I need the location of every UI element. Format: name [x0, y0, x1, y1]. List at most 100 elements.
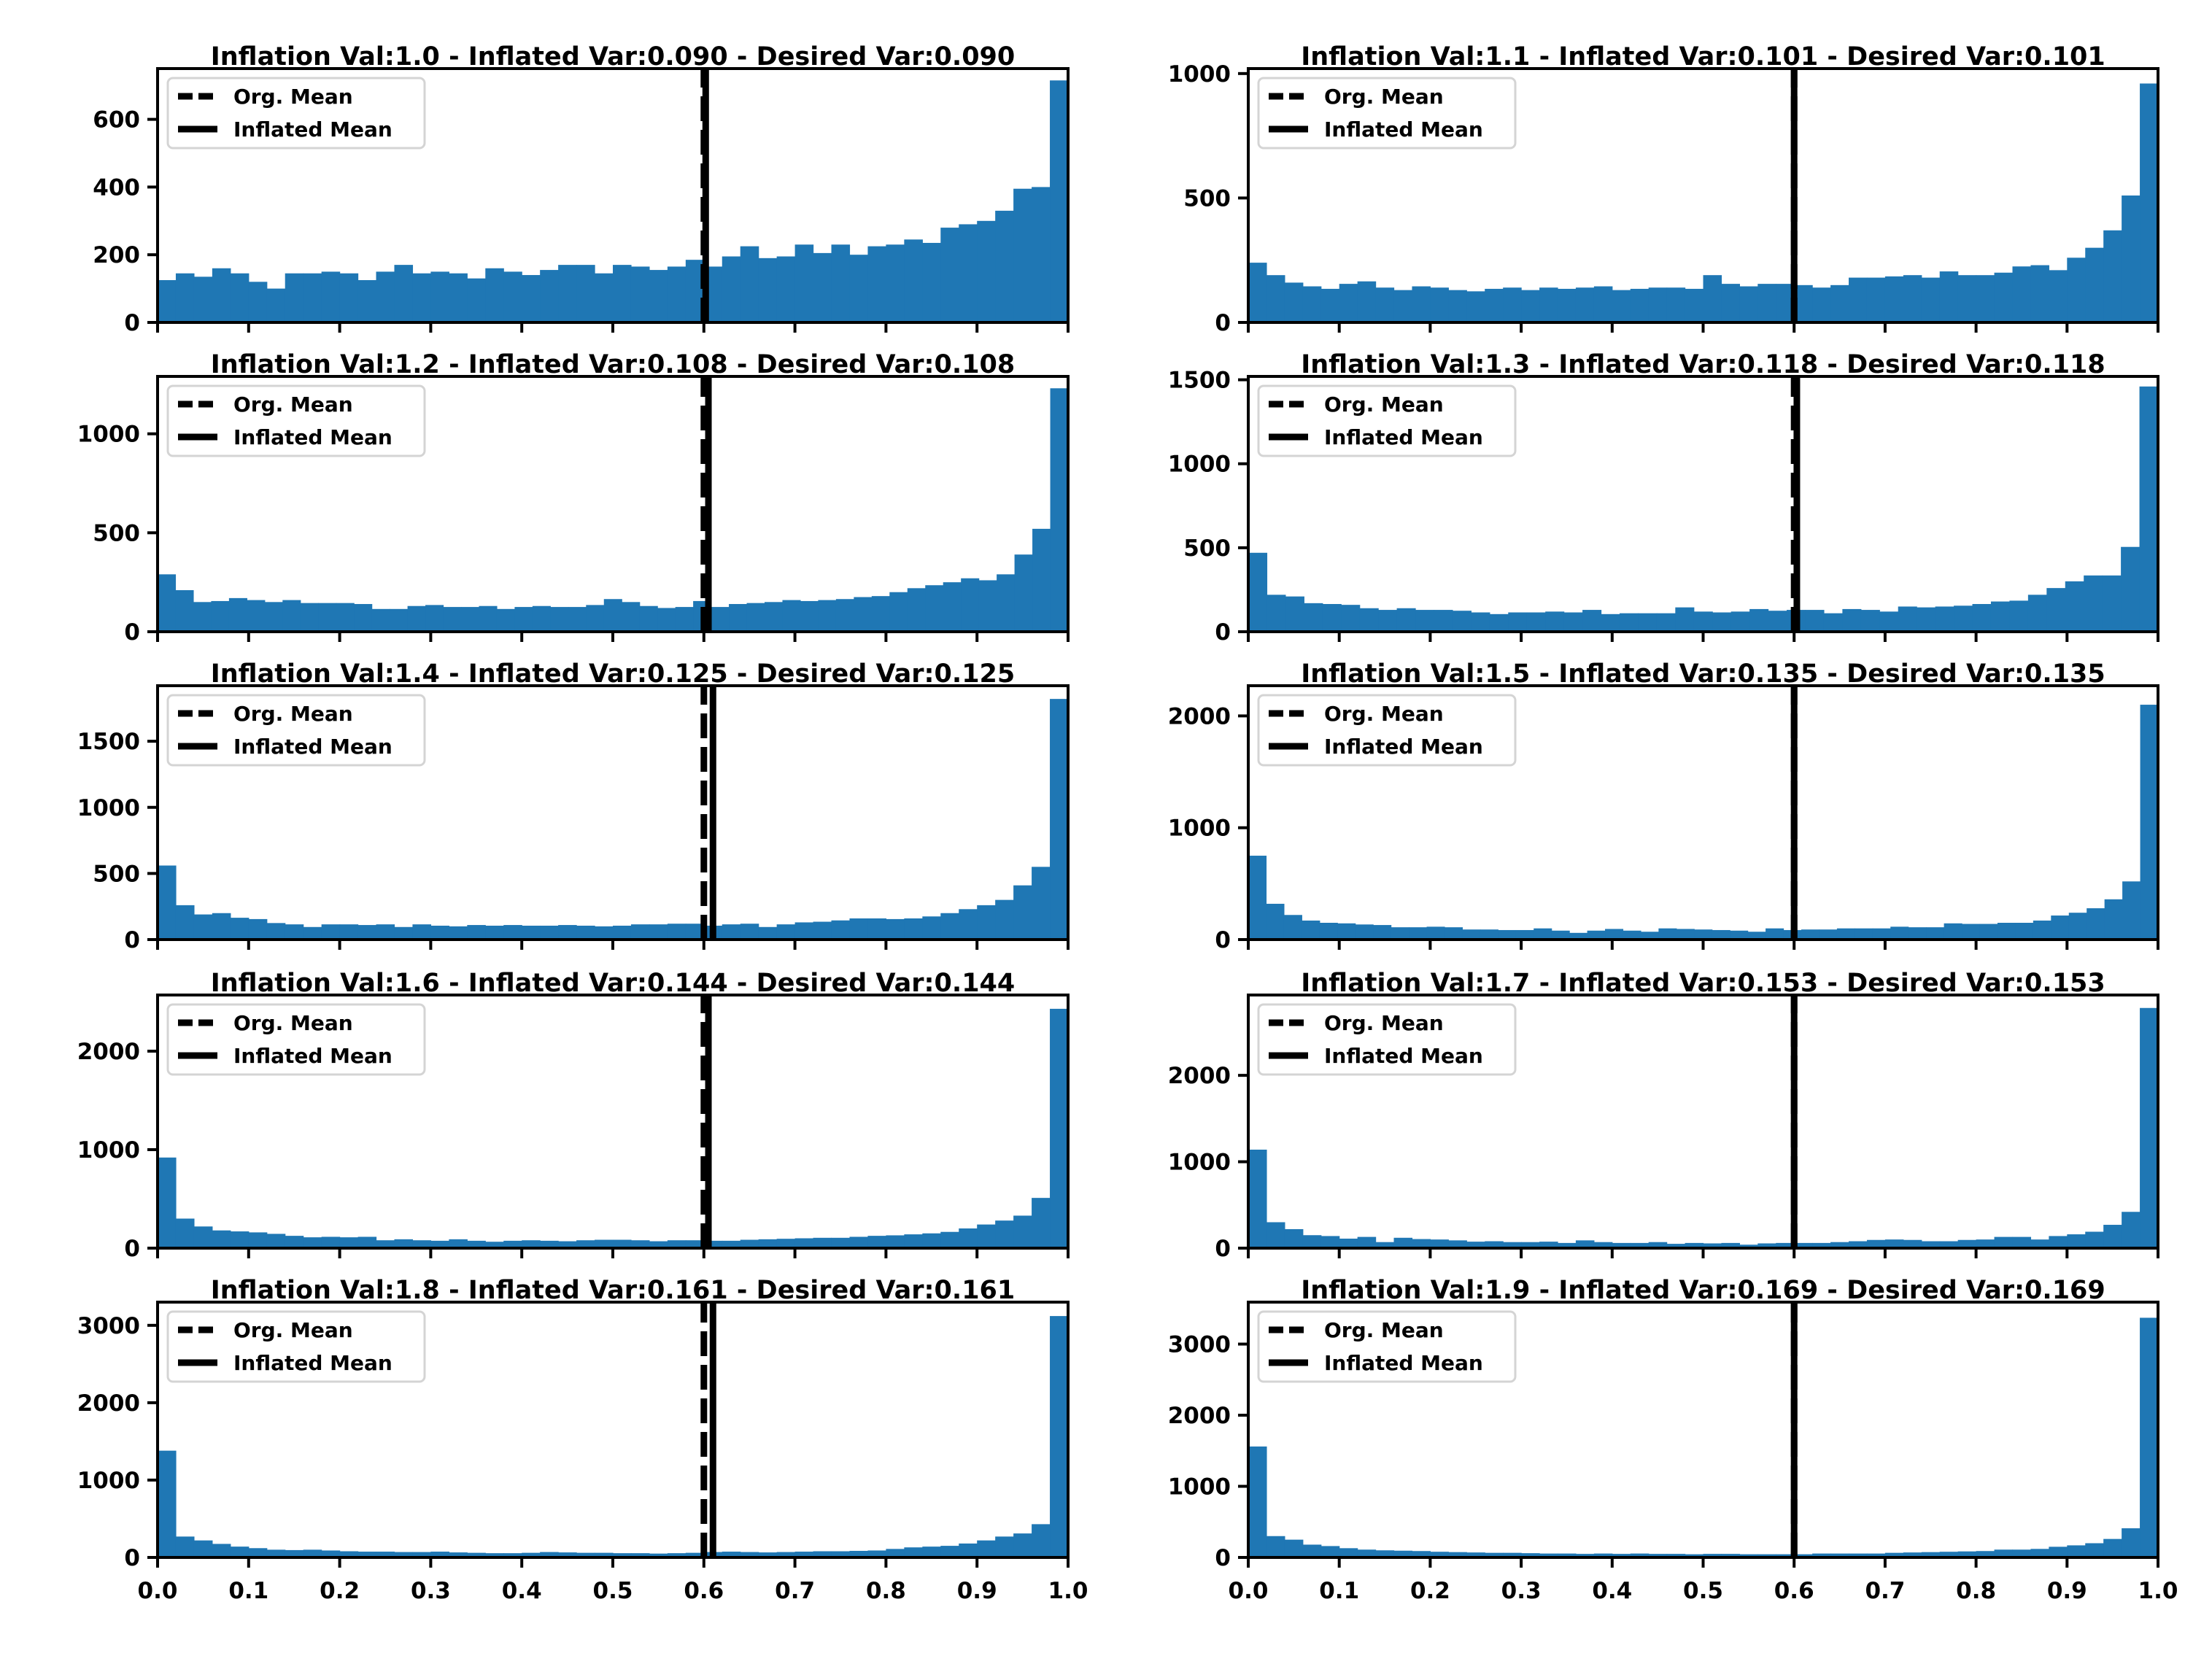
histogram-bar	[1302, 286, 1322, 322]
histogram-bar	[867, 1550, 886, 1557]
histogram-bar	[813, 1551, 832, 1557]
histogram-bar	[1776, 1242, 1795, 1248]
histogram-bar	[1434, 610, 1453, 632]
histogram-bar	[1976, 1239, 1995, 1248]
subplot-title: Inflation Val:1.1 - Inflated Var:0.101 -…	[1301, 42, 2105, 71]
y-tick-label: 500	[1183, 185, 1231, 212]
histogram-bar	[959, 1543, 978, 1557]
y-tick-label: 1000	[77, 422, 140, 448]
histogram-bar	[1593, 1553, 1613, 1557]
subplot-title: Inflation Val:1.6 - Inflated Var:0.144 -…	[211, 969, 1016, 998]
histogram-bar	[977, 1540, 996, 1557]
histogram-bar	[1830, 284, 1849, 322]
histogram-bar	[1320, 288, 1340, 322]
histogram-bar	[1703, 1554, 1722, 1557]
histogram-bar	[1884, 1239, 1904, 1248]
histogram-bar	[175, 1536, 195, 1557]
histogram-bar	[922, 916, 941, 940]
histogram-bar	[1730, 930, 1749, 940]
histogram-bar	[1908, 927, 1927, 940]
histogram-bar	[1739, 1244, 1758, 1248]
histogram-bar	[639, 605, 658, 632]
legend-box	[166, 77, 426, 150]
histogram-bar	[1739, 1554, 1758, 1557]
histogram-bar	[1515, 929, 1534, 940]
histogram-bar	[540, 270, 559, 322]
y-tick-label: 2000	[77, 1390, 140, 1417]
legend-label-org-mean: Org. Mean	[1324, 392, 1444, 417]
histogram-bar	[532, 605, 551, 632]
histogram-bar	[266, 1549, 286, 1557]
histogram-bar	[449, 1552, 468, 1557]
y-tick-label: 0	[124, 1545, 140, 1571]
histogram-bar	[849, 918, 869, 940]
histogram-bar	[1014, 554, 1033, 632]
histogram-bar	[1866, 1553, 1886, 1557]
histogram-bar	[813, 921, 832, 940]
histogram-bar	[1685, 288, 1704, 322]
histogram-bar	[758, 926, 778, 940]
subplot-title: Inflation Val:1.7 - Inflated Var:0.153 -…	[1301, 969, 2105, 998]
x-tick-label: 0.6	[1774, 1578, 1814, 1604]
histogram-bar	[2012, 1549, 2032, 1557]
histogram-bar	[1248, 856, 1267, 940]
histogram-bar	[1884, 1552, 1904, 1557]
histogram-bar	[1415, 610, 1435, 632]
histogram-bar	[1890, 926, 1909, 940]
histogram-bar	[158, 865, 177, 940]
histogram-bar	[1630, 288, 1650, 322]
histogram-bar	[813, 1237, 832, 1248]
histogram-bar	[835, 599, 854, 632]
histogram-bar	[1903, 275, 1922, 322]
legend-box	[166, 694, 426, 767]
histogram-bar	[158, 574, 177, 632]
histogram-bar	[285, 1549, 304, 1557]
histogram-bar	[1375, 1242, 1395, 1248]
histogram-bar	[1391, 927, 1409, 940]
histogram-bar	[603, 599, 622, 632]
histogram-bar	[357, 1552, 377, 1557]
legend-label-org-mean: Org. Mean	[1324, 85, 1444, 109]
histogram-bar	[1757, 1554, 1776, 1557]
histogram-bar	[1957, 1239, 1977, 1248]
histogram-bar	[339, 273, 359, 322]
histogram-bar	[685, 924, 705, 940]
histogram-bar	[522, 925, 541, 940]
histogram-bar	[394, 926, 414, 940]
histogram-bar	[1703, 1243, 1722, 1248]
histogram-bar	[1939, 1552, 1959, 1557]
y-tick-label: 0	[1215, 927, 1231, 953]
histogram-bar	[940, 228, 959, 322]
y-tick-label: 2000	[1168, 1403, 1231, 1429]
y-tick-label: 1000	[77, 795, 140, 821]
histogram-bar	[1430, 1552, 1449, 1557]
histogram-bar	[2085, 1543, 2104, 1557]
histogram-bar	[1320, 1236, 1340, 1248]
histogram-bar	[339, 924, 359, 940]
histogram-bar	[503, 925, 522, 940]
histogram-bar	[568, 607, 587, 632]
histogram-bar	[318, 603, 337, 632]
histogram-bar	[248, 918, 268, 940]
legend-label-inflated-mean: Inflated Mean	[1324, 1044, 1483, 1068]
histogram-bar	[1935, 606, 1954, 632]
histogram-bar	[1685, 1554, 1704, 1557]
histogram-bar	[1836, 928, 1855, 940]
histogram-bar	[1619, 613, 1639, 632]
histogram-bar	[1304, 603, 1323, 632]
histogram-bar	[1412, 1551, 1431, 1557]
histogram-bar	[357, 925, 377, 940]
histogram-bar	[1508, 612, 1528, 632]
histogram-bar	[1498, 929, 1517, 940]
histogram-bar	[1640, 932, 1659, 940]
subplot-6: 0 1000 2000 Inflation Val:1.5 - Inflated Va…	[1168, 659, 2159, 953]
histogram-bar	[1994, 1549, 2014, 1557]
histogram-bar	[849, 1550, 869, 1557]
y-tick-label: 1000	[1168, 816, 1231, 842]
y-tick-label: 1000	[77, 1468, 140, 1494]
histogram-bar	[2067, 258, 2086, 322]
histogram-bar	[630, 1240, 650, 1248]
subplot-2: 0 500 1000 Inflation Val:1.1 - Inflated Var…	[1168, 42, 2159, 336]
histogram-bar	[849, 1236, 869, 1248]
histogram-bar	[1266, 903, 1285, 940]
